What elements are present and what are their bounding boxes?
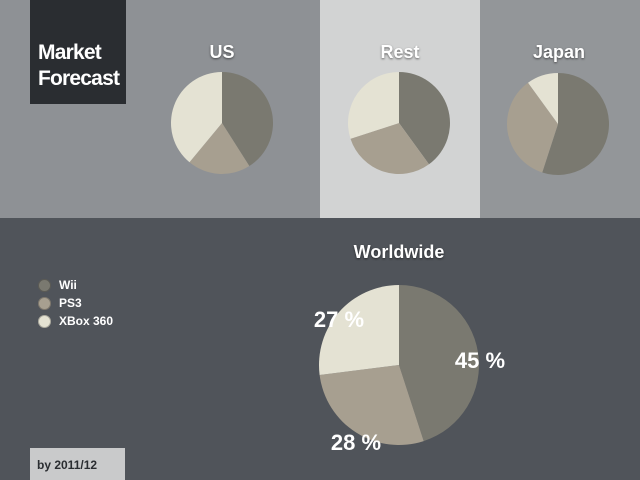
worldwide-label-xbox-360: 27 % [314,307,364,332]
us-slice-ps3 [189,123,250,175]
us-chart-title: US [209,42,235,62]
page-title: Market Forecast [30,0,126,104]
legend-label-wii: Wii [59,278,77,292]
worldwide-slice-xbox-360 [319,285,399,376]
wii-swatch [38,279,51,292]
japan-slice-xbox-360 [528,73,558,124]
worldwide-slice-wii [399,285,480,442]
rest-chart-title: Rest [380,42,420,62]
xbox-swatch [38,315,51,328]
title-line-2: Forecast [38,67,120,90]
footer-note: by 2011/12 [30,448,125,480]
us-slice-xbox-360 [170,72,222,163]
title-line-1: Market [38,41,102,64]
worldwide-label-wii: 45 % [455,348,505,373]
worldwide-slice-ps3 [319,365,424,446]
worldwide-label-ps3: 28 % [331,430,381,455]
rest-slice-ps3 [350,123,429,174]
japan-slice-ps3 [507,82,558,173]
worldwide-chart-title: Worldwide [353,242,445,262]
legend-label-xbox: XBox 360 [59,314,114,328]
ps3-swatch [38,297,51,310]
worldwide-band [0,218,640,480]
japan-slice-wii [542,73,609,175]
japan-chart-title: Japan [532,42,586,62]
us-slice-wii [222,72,274,167]
rest-slice-wii [399,72,451,165]
legend-label-ps3: PS3 [59,296,82,310]
rest-slice-xbox-360 [348,72,400,139]
